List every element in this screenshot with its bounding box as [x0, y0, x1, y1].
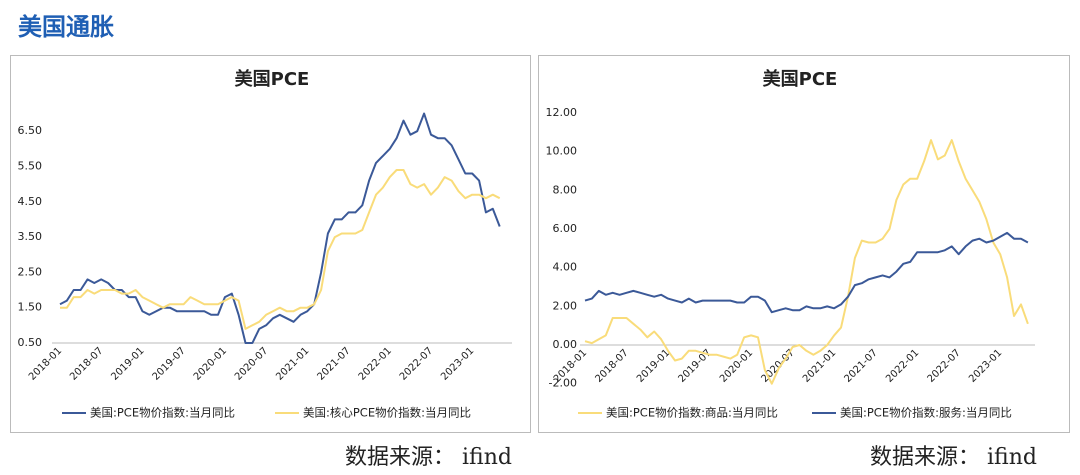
y-tick-label: 3.50	[18, 230, 43, 243]
x-tick-label: 2019-01	[635, 347, 672, 384]
data-line	[584, 231, 1029, 314]
x-tick-label: 2022-01	[884, 347, 921, 384]
y-tick-label: 2.00	[553, 299, 578, 312]
x-tick-label: 2019-07	[676, 347, 713, 384]
y-tick-label: 8.00	[553, 183, 578, 196]
panel	[538, 55, 1070, 433]
x-tick-label: 2021-01	[274, 345, 311, 382]
x-tick-label: 2019-07	[151, 345, 188, 382]
y-tick-label: 2.50	[18, 265, 43, 278]
chart-title: 美国PCE	[235, 68, 310, 90]
data-line	[584, 139, 1029, 385]
y-tick-label: 10.00	[546, 145, 578, 158]
x-tick-label: 2022-07	[926, 347, 963, 384]
legend-label: 美国:PCE物价指数:当月同比	[90, 406, 235, 420]
x-tick-label: 2021-07	[843, 347, 880, 384]
y-tick-label: 0.00	[553, 338, 578, 351]
x-tick-label: 2021-01	[801, 347, 838, 384]
y-tick-label: 4.50	[18, 195, 43, 208]
y-tick-label: 0.50	[18, 336, 43, 349]
y-tick-label: -2.00	[549, 377, 577, 390]
x-tick-label: 2023-01	[967, 347, 1004, 384]
x-tick-label: 2022-01	[357, 345, 394, 382]
x-tick-label: 2021-07	[315, 345, 352, 382]
x-tick-label: 2023-01	[439, 345, 476, 382]
y-tick-label: 4.00	[553, 261, 578, 274]
x-tick-label: 2019-01	[109, 345, 146, 382]
source-note: 数据来源： ifind	[345, 445, 512, 470]
data-line	[59, 112, 501, 344]
x-tick-label: 2020-07	[233, 345, 270, 382]
x-tick-label: 2018-07	[68, 345, 105, 382]
chart-title: 美国PCE	[763, 68, 838, 90]
legend-label: 美国:核心PCE物价指数:当月同比	[303, 406, 471, 420]
legend-label: 美国:PCE物价指数:商品:当月同比	[606, 406, 778, 420]
x-tick-label: 2020-01	[192, 345, 229, 382]
data-line	[60, 169, 501, 330]
panel	[10, 55, 531, 433]
source-note: 数据来源： ifind	[870, 445, 1037, 470]
y-tick-label: 1.50	[18, 301, 43, 314]
x-tick-label: 2020-07	[760, 347, 797, 384]
y-tick-label: 12.00	[546, 106, 578, 119]
x-tick-label: 2022-07	[398, 345, 435, 382]
y-tick-label: 6.50	[18, 124, 43, 137]
y-tick-label: 6.00	[553, 222, 578, 235]
y-tick-label: 5.50	[18, 159, 43, 172]
legend-label: 美国:PCE物价指数:服务:当月同比	[840, 406, 1012, 420]
page-title: 美国通胀	[18, 13, 114, 41]
x-tick-label: 2018-01	[27, 345, 64, 382]
x-tick-label: 2018-07	[593, 347, 630, 384]
x-tick-label: 2020-01	[718, 347, 755, 384]
